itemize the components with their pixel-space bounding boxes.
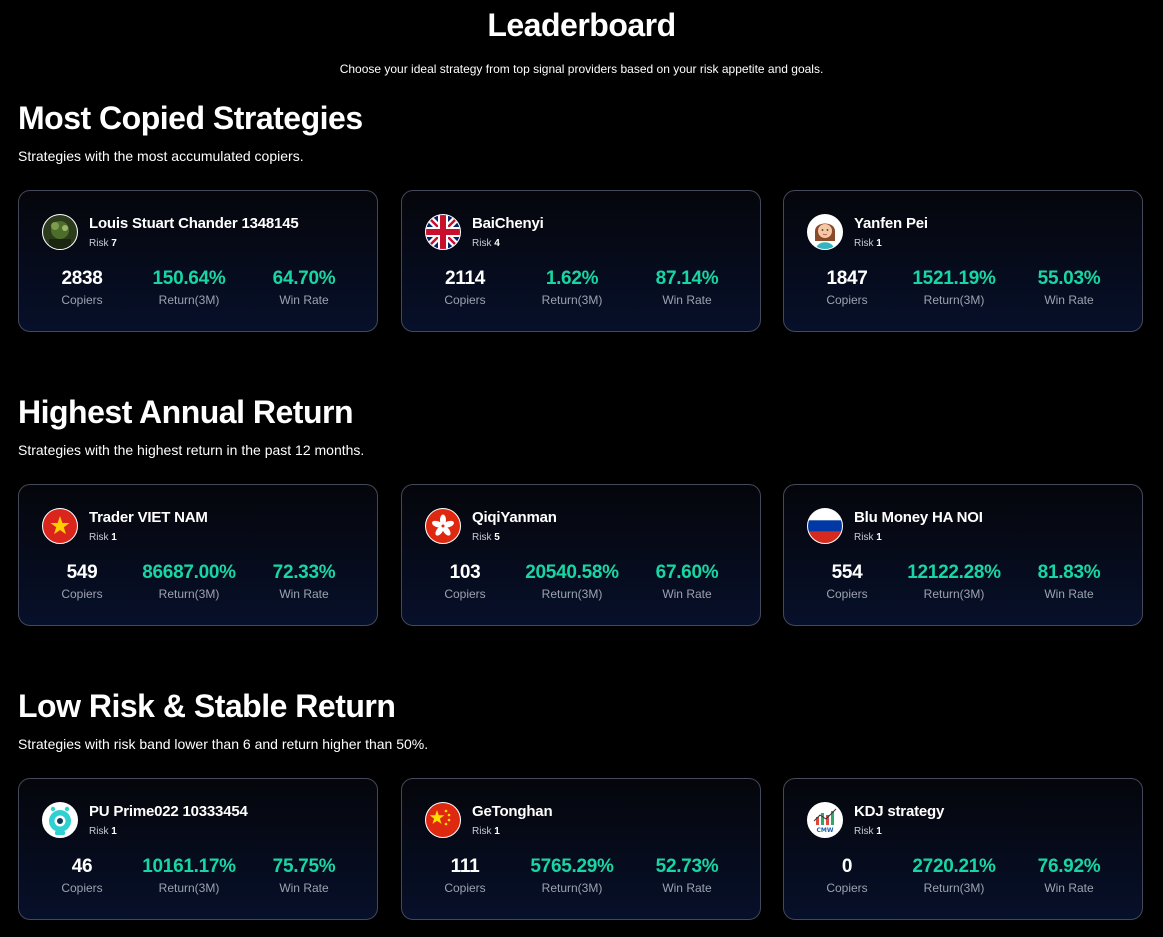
win-rate-stat: 52.73% Win Rate bbox=[655, 856, 719, 895]
strategy-card-list: Trader VIET NAM Risk 1 549 Copiers 86687.… bbox=[18, 484, 1144, 626]
risk-level: Risk 1 bbox=[854, 238, 882, 249]
risk-level: Risk 1 bbox=[89, 826, 117, 837]
strategy-name: PU Prime022 10333454 bbox=[89, 803, 248, 820]
strategy-card[interactable]: QiqiYanman Risk 5 103 Copiers 20540.58% Re… bbox=[401, 484, 761, 626]
copiers-stat: 2838 Copiers bbox=[61, 268, 103, 307]
section-description: Strategies with the most accumulated cop… bbox=[18, 148, 304, 164]
strategy-card[interactable]: Blu Money HA NOI Risk 1 554 Copiers 12122… bbox=[783, 484, 1143, 626]
strategy-card[interactable]: BaiChenyi Risk 4 2114 Copiers 1.62% Return… bbox=[401, 190, 761, 332]
section-title: Highest Annual Return bbox=[18, 394, 353, 430]
win-rate-stat: 55.03% Win Rate bbox=[1037, 268, 1101, 307]
copiers-stat: 2114 Copiers bbox=[444, 268, 486, 307]
russia-flag-icon bbox=[807, 508, 843, 544]
win-rate-stat: 87.14% Win Rate bbox=[655, 268, 719, 307]
svg-text:CMW: CMW bbox=[817, 827, 834, 834]
section-highest-annual-return: Highest Annual Return Strategies with th… bbox=[18, 394, 1144, 626]
risk-level: Risk 1 bbox=[472, 826, 500, 837]
return-stat: 2720.21% Return(3M) bbox=[912, 856, 996, 895]
win-rate-stat: 76.92% Win Rate bbox=[1037, 856, 1101, 895]
copiers-stat: 0 Copiers bbox=[826, 856, 868, 895]
vietnam-flag-icon bbox=[42, 508, 78, 544]
strategy-name: KDJ strategy bbox=[854, 803, 945, 820]
photo-avatar-icon bbox=[42, 214, 78, 250]
strategy-name: GeTonghan bbox=[472, 803, 553, 820]
return-stat: 150.64% Return(3M) bbox=[152, 268, 226, 307]
return-stat: 12122.28% Return(3M) bbox=[907, 562, 1001, 601]
strategy-name: BaiChenyi bbox=[472, 215, 544, 232]
hong-kong-flag-icon bbox=[425, 508, 461, 544]
return-stat: 86687.00% Return(3M) bbox=[142, 562, 236, 601]
win-rate-stat: 67.60% Win Rate bbox=[655, 562, 719, 601]
copiers-stat: 549 Copiers bbox=[61, 562, 103, 601]
strategy-card[interactable]: Yanfen Pei Risk 1 1847 Copiers 1521.19% Re… bbox=[783, 190, 1143, 332]
strategy-card-list: Louis Stuart Chander 1348145 Risk 7 2838… bbox=[18, 190, 1144, 332]
risk-level: Risk 4 bbox=[472, 238, 500, 249]
return-stat: 1521.19% Return(3M) bbox=[912, 268, 996, 307]
strategy-name: Trader VIET NAM bbox=[89, 509, 208, 526]
win-rate-stat: 75.75% Win Rate bbox=[272, 856, 336, 895]
copiers-stat: 111 Copiers bbox=[444, 856, 486, 895]
page-subtitle: Choose your ideal strategy from top sign… bbox=[339, 62, 824, 76]
win-rate-stat: 72.33% Win Rate bbox=[272, 562, 336, 601]
return-stat: 1.62% Return(3M) bbox=[541, 268, 603, 307]
strategy-card[interactable]: Trader VIET NAM Risk 1 549 Copiers 86687.… bbox=[18, 484, 378, 626]
strategy-card[interactable]: GeTonghan Risk 1 111 Copiers 5765.29% Retu… bbox=[401, 778, 761, 920]
strategy-card[interactable]: Louis Stuart Chander 1348145 Risk 7 2838… bbox=[18, 190, 378, 332]
strategy-card[interactable]: PU Prime022 10333454 Risk 1 46 Copiers 10… bbox=[18, 778, 378, 920]
section-description: Strategies with the highest return in th… bbox=[18, 442, 365, 458]
page-title: Leaderboard bbox=[487, 7, 676, 43]
cmw-trading-logo-icon: CMW bbox=[807, 802, 843, 838]
section-description: Strategies with risk band lower than 6 a… bbox=[18, 736, 429, 752]
strategy-card[interactable]: CMW KDJ strategy Risk 1 0 Copiers 2720.21… bbox=[783, 778, 1143, 920]
risk-level: Risk 7 bbox=[89, 238, 117, 249]
china-flag-icon bbox=[425, 802, 461, 838]
risk-level: Risk 1 bbox=[89, 532, 117, 543]
section-most-copied: Most Copied Strategies Strategies with t… bbox=[18, 100, 1144, 332]
strategy-name: QiqiYanman bbox=[472, 509, 557, 526]
copiers-stat: 103 Copiers bbox=[444, 562, 486, 601]
return-stat: 10161.17% Return(3M) bbox=[142, 856, 236, 895]
copiers-stat: 554 Copiers bbox=[826, 562, 868, 601]
section-title: Low Risk & Stable Return bbox=[18, 688, 396, 724]
copiers-stat: 46 Copiers bbox=[61, 856, 103, 895]
strategy-name: Blu Money HA NOI bbox=[854, 509, 983, 526]
cartoon-woman-icon bbox=[807, 214, 843, 250]
uk-flag-icon bbox=[425, 214, 461, 250]
return-stat: 5765.29% Return(3M) bbox=[530, 856, 614, 895]
section-title: Most Copied Strategies bbox=[18, 100, 363, 136]
risk-level: Risk 1 bbox=[854, 826, 882, 837]
risk-level: Risk 5 bbox=[472, 532, 500, 543]
strategy-name: Louis Stuart Chander 1348145 bbox=[89, 215, 299, 232]
win-rate-stat: 81.83% Win Rate bbox=[1037, 562, 1101, 601]
risk-level: Risk 1 bbox=[854, 532, 882, 543]
strategy-name: Yanfen Pei bbox=[854, 215, 928, 232]
return-stat: 20540.58% Return(3M) bbox=[525, 562, 619, 601]
copiers-stat: 1847 Copiers bbox=[826, 268, 868, 307]
robot-eye-icon bbox=[42, 802, 78, 838]
win-rate-stat: 64.70% Win Rate bbox=[272, 268, 336, 307]
section-low-risk-stable-return: Low Risk & Stable Return Strategies with… bbox=[18, 688, 1144, 920]
strategy-card-list: PU Prime022 10333454 Risk 1 46 Copiers 10… bbox=[18, 778, 1144, 920]
